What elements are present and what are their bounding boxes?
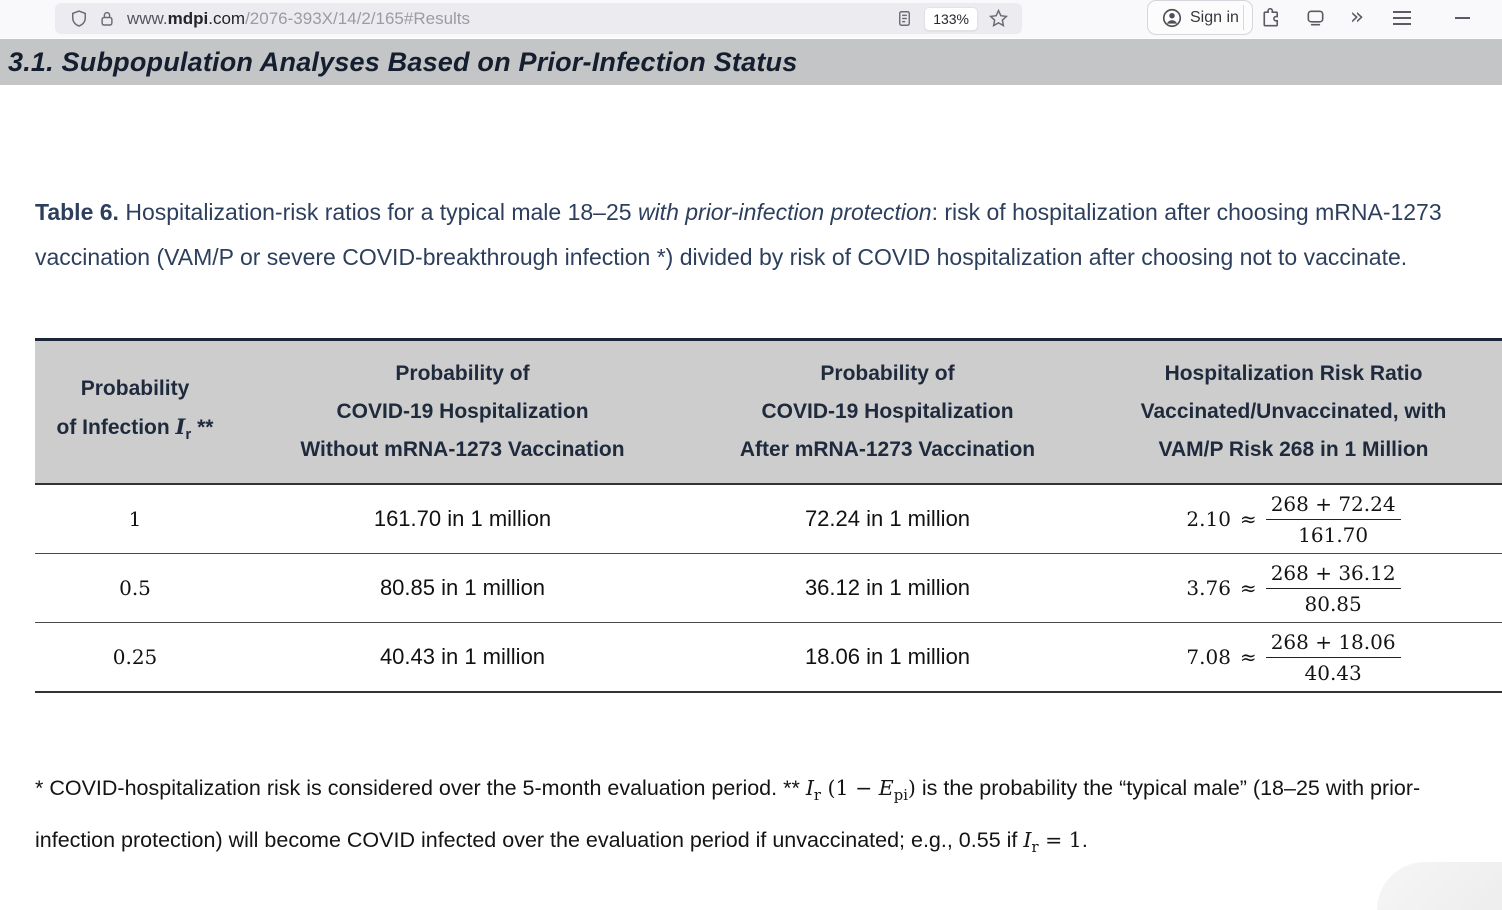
table-row: 0.25 40.43 in 1 million 18.06 in 1 milli… (35, 622, 1502, 691)
header-line: Probability (80, 376, 190, 400)
approx-symbol: ≈ (1239, 507, 1257, 531)
cell-risk-ratio: 2.10 ≈ 268 + 72.24 161.70 (1085, 492, 1502, 547)
cell-hosp-after-vax: 36.12 in 1 million (804, 575, 971, 600)
cell-hosp-without-vax: 161.70 in 1 million (373, 506, 552, 531)
caption-italic: with prior-infection protection (637, 199, 932, 225)
reader-mode-icon[interactable] (890, 5, 918, 33)
header-line: Probability of (395, 362, 530, 385)
table-row: 1 161.70 in 1 million 72.24 in 1 million… (35, 485, 1502, 553)
risk-ratio-formula: 7.08 ≈ 268 + 18.06 40.43 (1085, 630, 1502, 685)
menu-hamburger-icon[interactable] (1385, 0, 1419, 35)
table-caption-label: Table 6. (35, 199, 119, 225)
header-hosp-after-vaccination: Probability of COVID-19 Hospitalization … (690, 341, 1085, 483)
url-text[interactable]: www.mdpi.com/2076-393X/14/2/165#Results (127, 9, 470, 29)
risk-ratio-formula: 2.10 ≈ 268 + 72.24 161.70 (1085, 492, 1502, 547)
approx-symbol: ≈ (1239, 576, 1257, 600)
risk-ratio-formula: 3.76 ≈ 268 + 36.12 80.85 (1085, 561, 1502, 616)
browser-toolbar: www.mdpi.com/2076-393X/14/2/165#Results … (0, 0, 1502, 38)
header-line: VAM/P Risk 268 in 1 Million (1158, 438, 1429, 461)
cell-hosp-without-vax: 80.85 in 1 million (379, 575, 546, 600)
url-path: /2076-393X/14/2/165#Results (245, 8, 471, 28)
header-hosp-without-vaccination: Probability of COVID-19 Hospitalization … (235, 341, 690, 483)
table-footnote: * COVID-hospitalization risk is consider… (35, 775, 1421, 856)
url-bar[interactable]: www.mdpi.com/2076-393X/14/2/165#Results … (55, 3, 1022, 34)
header-line: of Infection Ir ** (56, 413, 214, 444)
footnote-math-2: Ir = 1 (1023, 827, 1082, 856)
table-caption: Table 6. Hospitalization-risk ratios for… (35, 190, 1502, 279)
caption-text-1: Hospitalization-risk ratios for a typica… (125, 199, 632, 225)
header-line: Probability of (820, 362, 955, 385)
toolbar-divider (1243, 5, 1244, 30)
shield-icon[interactable] (65, 5, 93, 33)
cell-hosp-without-vax: 40.43 in 1 million (379, 644, 546, 669)
section-heading: 3.1. Subpopulation Analyses Based on Pri… (8, 46, 798, 77)
bookmark-star-icon[interactable] (984, 5, 1012, 33)
header-line: COVID-19 Hospitalization (336, 400, 589, 423)
table-row: 0.5 80.85 in 1 million 36.12 in 1 millio… (35, 553, 1502, 622)
zoom-level-badge[interactable]: 133% (924, 6, 978, 31)
header-risk-ratio: Hospitalization Risk Ratio Vaccinated/Un… (1085, 341, 1502, 483)
table-header-row: Probability of Infection Ir ** Probabili… (35, 341, 1502, 485)
extensions-puzzle-icon[interactable] (1253, 0, 1287, 35)
overflow-chevrons-icon[interactable]: » (1349, 4, 1365, 30)
header-infection-probability: Probability of Infection Ir ** (35, 341, 235, 483)
fraction: 268 + 36.12 80.85 (1265, 561, 1401, 616)
cell-hosp-after-vax: 72.24 in 1 million (804, 506, 971, 531)
fraction: 268 + 18.06 40.43 (1265, 630, 1401, 685)
footnote-math-1: Ir (1 − Epi) (805, 775, 916, 804)
header-line: Hospitalization Risk Ratio (1164, 362, 1423, 385)
results-table: Probability of Infection Ir ** Probabili… (35, 338, 1502, 693)
cell-risk-ratio: 3.76 ≈ 268 + 36.12 80.85 (1085, 561, 1502, 616)
sidebar-panel-icon[interactable] (1298, 0, 1332, 35)
cell-infection-probability: 1 (128, 507, 142, 531)
caption-text-2: : risk of hospitalization after choosing… (35, 199, 1442, 270)
approx-symbol: ≈ (1239, 645, 1257, 669)
header-line: Vaccinated/Unvaccinated, with (1140, 400, 1447, 423)
account-icon (1162, 8, 1182, 27)
header-line: COVID-19 Hospitalization (761, 400, 1014, 423)
corner-floating-shape (1377, 862, 1502, 910)
sign-in-label: Sign in (1190, 8, 1239, 26)
cell-risk-ratio: 7.08 ≈ 268 + 18.06 40.43 (1085, 630, 1502, 685)
fraction: 268 + 72.24 161.70 (1265, 492, 1401, 547)
minimize-icon[interactable] (1445, 0, 1479, 35)
cell-infection-probability: 0.5 (119, 576, 151, 600)
header-line: Without mRNA-1273 Vaccination (300, 438, 625, 461)
sign-in-button[interactable]: Sign in (1147, 0, 1253, 35)
url-domain: mdpi (167, 8, 209, 28)
lock-icon[interactable] (93, 5, 121, 33)
header-line: After mRNA-1273 Vaccination (739, 438, 1036, 461)
url-tld: .com (208, 8, 246, 28)
url-www: www. (127, 8, 168, 28)
cell-infection-probability: 0.25 (112, 645, 158, 669)
cell-hosp-after-vax: 18.06 in 1 million (804, 644, 971, 669)
section-heading-bar: 3.1. Subpopulation Analyses Based on Pri… (0, 39, 1502, 85)
